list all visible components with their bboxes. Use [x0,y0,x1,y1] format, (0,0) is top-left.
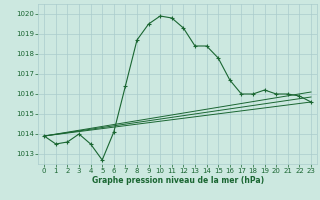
X-axis label: Graphe pression niveau de la mer (hPa): Graphe pression niveau de la mer (hPa) [92,176,264,185]
